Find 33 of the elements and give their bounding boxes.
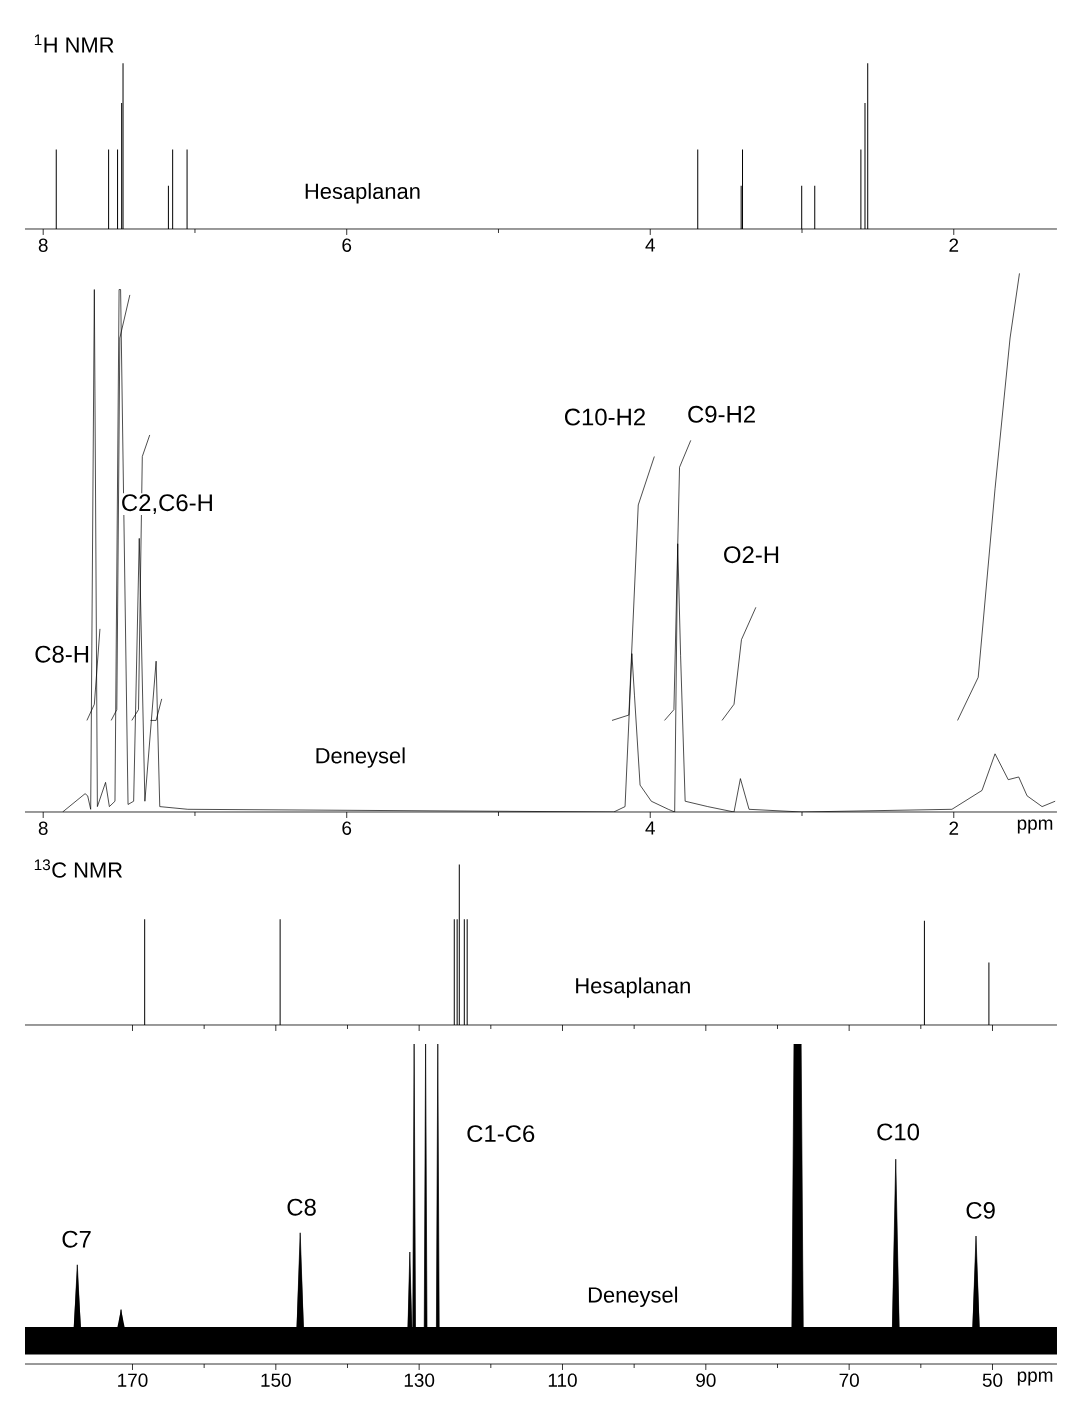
x-tick-label: 2	[949, 238, 959, 252]
annotation: C10-H2	[564, 408, 645, 426]
annotation: C7	[62, 1230, 91, 1248]
x-tick-label: 2	[949, 821, 959, 835]
x-tick-label: 170	[118, 1373, 148, 1387]
annotation: Hesaplanan	[305, 182, 420, 204]
x-tick-label: 6	[342, 238, 352, 252]
annotation: C8	[287, 1198, 316, 1216]
annotation: C9-H2	[688, 405, 755, 423]
chart-title: $^{1}$H NMR	[34, 34, 114, 53]
x-axis-title: ppm	[1017, 1371, 1053, 1386]
annotation: C9	[966, 1201, 995, 1219]
x-tick-label: 50	[982, 1373, 1003, 1387]
x-axis-title: ppm	[1017, 819, 1053, 834]
annotation: O2-H	[724, 546, 779, 564]
x-tick-label: 150	[261, 1373, 291, 1387]
x-tick-label: 4	[645, 821, 655, 835]
annotation: Hesaplanan	[576, 977, 690, 998]
annotation: C2,C6-H	[122, 494, 212, 514]
x-tick-label: 110	[548, 1373, 577, 1387]
annotation: C1-C6	[467, 1125, 535, 1143]
x-tick-label: 90	[696, 1373, 716, 1387]
annotation: C10	[877, 1123, 920, 1141]
x-tick-label: 8	[38, 821, 48, 835]
annotation: Deneysel	[316, 747, 405, 768]
x-tick-label: 70	[839, 1373, 859, 1387]
annotation: Deneysel	[588, 1286, 678, 1308]
annotation: C8-H	[35, 645, 89, 663]
x-tick-label: 4	[645, 238, 655, 252]
x-tick-label: 6	[342, 821, 352, 835]
chart-title: $^{13}$C NMR	[34, 859, 123, 878]
x-tick-label: 130	[404, 1373, 435, 1387]
x-tick-label: 8	[38, 238, 48, 252]
